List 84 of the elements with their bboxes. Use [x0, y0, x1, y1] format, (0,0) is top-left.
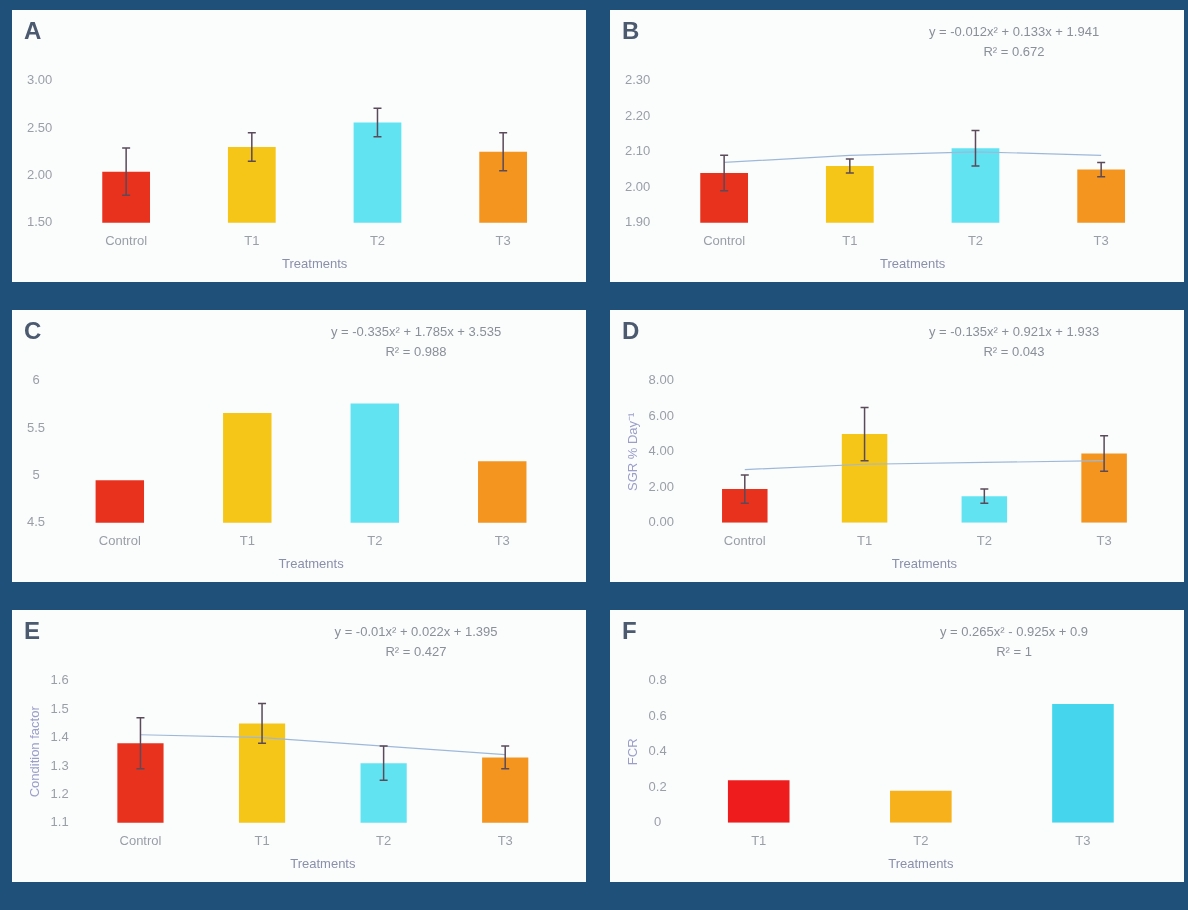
text: R² = 0.672 [983, 43, 1045, 59]
x-tick-label: Control [98, 533, 141, 549]
y-tick-label: 0.2 [648, 778, 667, 794]
x-tick-label: T1 [254, 833, 270, 849]
y-tick-label: 6.00 [648, 407, 674, 423]
y-tick-label: 0.00 [648, 514, 674, 530]
x-axis-title: Treatments [880, 255, 946, 271]
text: R² = 0.988 [385, 343, 447, 359]
text: y = -0.01x² + 0.022x + 1.395 [334, 623, 498, 639]
y-tick-label: 3.00 [26, 72, 53, 88]
chart-title: E [24, 617, 41, 645]
y-tick-label: 1.4 [50, 729, 69, 745]
text: y = -0.135x² + 0.921x + 1.933 [928, 323, 1100, 339]
x-tick-label: T1 [244, 233, 260, 249]
text: y = -0.335x² + 1.785x + 3.535 [330, 323, 502, 339]
x-axis-title: Treatments [888, 855, 954, 871]
x-tick-label: T1 [239, 533, 255, 549]
y-tick-label: 5.5 [27, 419, 46, 435]
x-tick-label: T2 [976, 533, 992, 549]
x-tick-label: T2 [369, 233, 386, 249]
x-tick-label: T3 [1075, 833, 1091, 849]
chart-title: B [622, 17, 640, 45]
y-tick-label: 1.50 [26, 214, 53, 230]
x-tick-label: T1 [751, 833, 767, 849]
chart-title: A [24, 17, 42, 45]
y-axis-title: SGR % Day⁻¹ [625, 411, 641, 491]
y-tick-label: 0 [654, 814, 662, 830]
y-tick-label: 1.5 [50, 700, 69, 716]
y-tick-label: 5 [32, 467, 40, 483]
bar [722, 489, 768, 523]
x-axis-title: Treatments [891, 555, 958, 571]
x-axis-title: Treatments [278, 555, 345, 571]
bar [841, 434, 888, 523]
x-tick-label: T2 [967, 233, 984, 249]
chart-title: F [622, 617, 637, 645]
chart-title: C [24, 317, 42, 345]
x-tick-label: T2 [913, 833, 929, 849]
x-tick-label: T1 [856, 533, 873, 549]
x-tick-label: T1 [842, 233, 858, 249]
x-tick-label: T3 [494, 533, 510, 549]
chart-title: D [622, 317, 640, 345]
bar [890, 790, 952, 823]
y-axis-title: FCR [625, 738, 641, 766]
y-tick-label: 2.30 [624, 72, 651, 88]
y-tick-label: 2.00 [26, 167, 53, 183]
y-tick-label: 4.5 [27, 514, 46, 530]
x-tick-label: T3 [497, 833, 513, 849]
x-axis-title: Treatments [290, 855, 356, 871]
y-tick-label: 2.50 [26, 119, 53, 135]
x-tick-label: Control [105, 233, 148, 249]
bar [1081, 453, 1127, 523]
bar [1052, 703, 1114, 823]
x-tick-label: Control [723, 533, 766, 549]
bar [961, 496, 1008, 523]
bar [727, 780, 790, 823]
text: R² = 1 [996, 643, 1032, 659]
y-tick-label: 2.00 [624, 178, 651, 194]
x-tick-label: Control [119, 833, 162, 849]
text: R² = 0.043 [983, 343, 1045, 359]
x-tick-label: T2 [367, 533, 383, 549]
y-tick-label: 0.6 [648, 707, 667, 723]
y-tick-label: 1.6 [50, 672, 69, 688]
y-tick-label: 1.3 [50, 757, 69, 773]
y-tick-label: 2.00 [648, 478, 674, 494]
y-tick-label: 4.00 [648, 443, 674, 459]
text: R² = 0.427 [385, 643, 447, 659]
x-tick-label: T2 [376, 833, 392, 849]
x-tick-label: T3 [495, 233, 511, 249]
y-tick-label: 0.8 [648, 672, 667, 688]
y-tick-label: 6 [32, 372, 40, 388]
y-tick-label: 2.20 [624, 107, 651, 123]
y-tick-label: 1.90 [624, 214, 651, 230]
text: y = 0.265x² - 0.925x + 0.9 [939, 623, 1089, 639]
x-tick-label: T3 [1096, 533, 1112, 549]
x-tick-label: Control [703, 233, 746, 249]
y-tick-label: 1.2 [50, 785, 69, 801]
y-tick-label: 2.10 [624, 143, 651, 159]
y-tick-label: 1.1 [50, 814, 69, 830]
x-tick-label: T3 [1093, 233, 1109, 249]
x-axis-title: Treatments [282, 255, 348, 271]
text: y = -0.012x² + 0.133x + 1.941 [928, 23, 1100, 39]
y-tick-label: 0.4 [648, 743, 667, 759]
y-tick-label: 8.00 [648, 372, 674, 388]
y-axis-title: Condition factor [27, 705, 43, 798]
